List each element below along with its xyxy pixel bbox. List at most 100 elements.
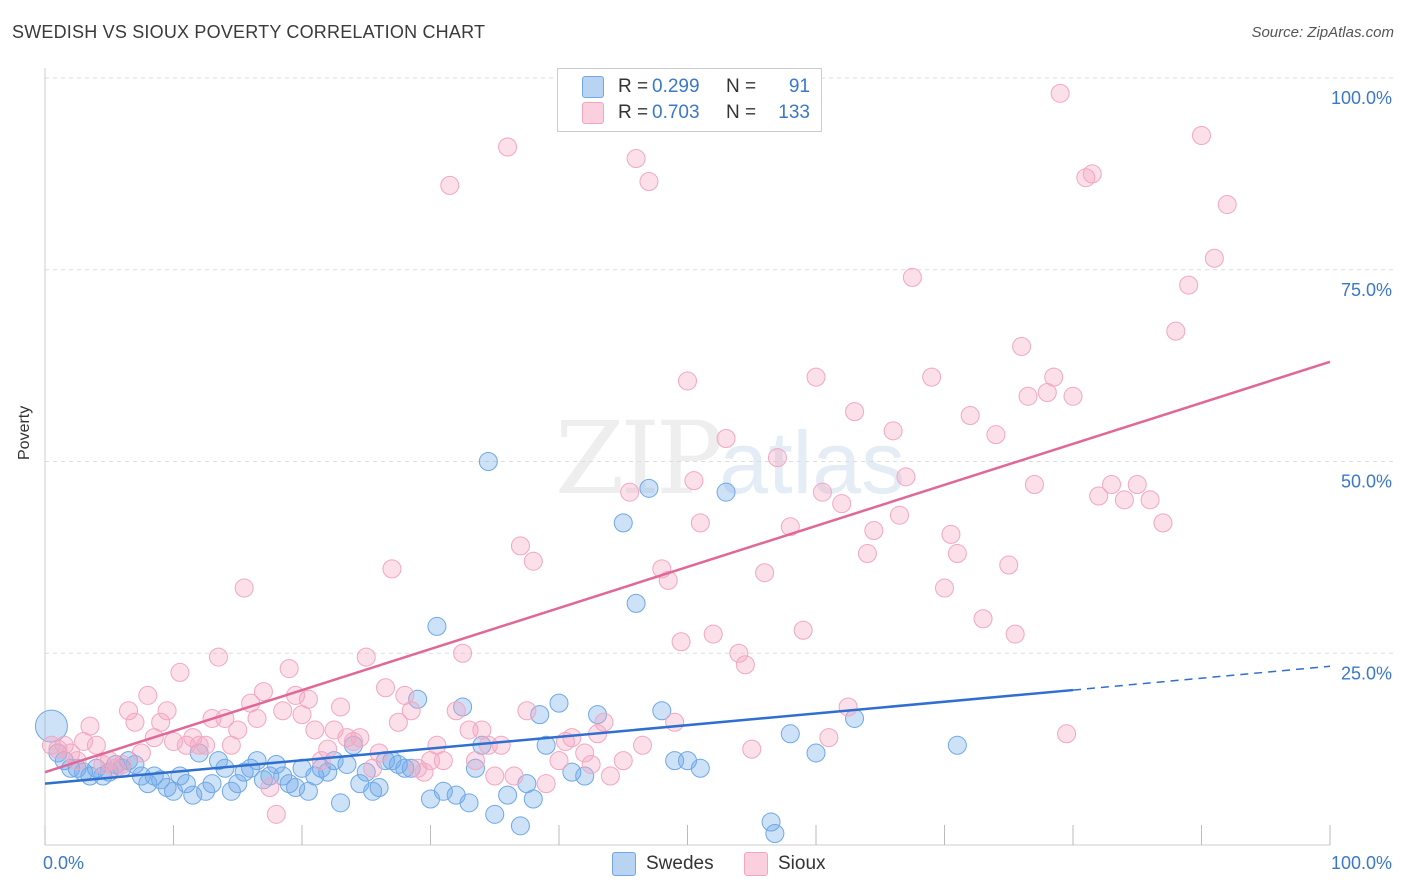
sioux-point xyxy=(1057,724,1077,744)
swedes-point xyxy=(427,616,447,636)
swedes-swatch xyxy=(612,852,636,876)
sioux-point xyxy=(260,777,280,797)
sioux-point xyxy=(517,701,537,721)
sioux-point xyxy=(1166,321,1186,341)
sioux-point xyxy=(562,728,582,748)
source-label: Source: ZipAtlas.com xyxy=(1251,24,1394,41)
sioux-point xyxy=(864,521,884,541)
swedes-point xyxy=(549,693,569,713)
sioux-point xyxy=(54,735,74,755)
sioux-point xyxy=(1217,195,1237,215)
sioux-point xyxy=(491,735,511,755)
swedes-point xyxy=(228,774,248,794)
swedes-point xyxy=(652,701,672,721)
sioux-point xyxy=(61,743,81,763)
sioux-point xyxy=(665,712,685,732)
sioux-legend-label: Sioux xyxy=(778,853,826,874)
sioux-point xyxy=(1179,275,1199,295)
y-tick-label: 25.0% xyxy=(1341,663,1392,683)
swedes-point xyxy=(690,758,710,778)
sioux-point xyxy=(890,505,910,525)
swedes-point xyxy=(530,705,550,725)
sioux-point xyxy=(523,551,543,571)
sioux-point xyxy=(433,751,453,771)
sioux-point xyxy=(1102,475,1122,495)
sioux-point xyxy=(1018,386,1038,406)
swedes-point xyxy=(626,593,646,613)
sioux-point xyxy=(857,544,877,564)
sioux-point xyxy=(690,513,710,533)
swedes-point xyxy=(408,689,428,709)
sioux-point xyxy=(331,697,351,717)
sioux-point xyxy=(273,701,293,721)
x-tick-label: 100.0% xyxy=(1331,853,1392,873)
sioux-point xyxy=(549,751,569,771)
tick-labels: 100.0% 75.0% 50.0% 25.0% 0.0% 100.0% xyxy=(43,88,1392,873)
bottom-legend-swedes: Swedes xyxy=(612,852,714,876)
sioux-point xyxy=(138,685,158,705)
sioux-point xyxy=(298,689,318,709)
sioux-point xyxy=(504,766,524,786)
sioux-point xyxy=(896,467,916,487)
sioux-point xyxy=(947,544,967,564)
sioux-point xyxy=(1024,475,1044,495)
sioux-point xyxy=(112,754,132,774)
sioux-point xyxy=(356,647,376,667)
sioux-point xyxy=(125,712,145,732)
x-tick-label: 0.0% xyxy=(43,853,84,873)
sioux-point xyxy=(228,720,248,740)
sioux-point xyxy=(1012,336,1032,356)
sioux-point xyxy=(376,678,396,698)
sioux-swatch xyxy=(582,102,604,124)
chart-title: SWEDISH VS SIOUX POVERTY CORRELATION CHA… xyxy=(12,22,486,42)
y-tick-label: 75.0% xyxy=(1341,280,1392,300)
watermark-zip: ZIP xyxy=(555,400,723,517)
sioux-point xyxy=(845,402,865,422)
n-label: N = xyxy=(726,102,757,123)
sioux-point xyxy=(575,743,595,763)
sioux-point xyxy=(671,632,691,652)
sioux-point xyxy=(684,471,704,491)
sioux-point xyxy=(80,716,100,736)
sioux-point xyxy=(1204,248,1224,268)
swedes-point xyxy=(318,762,338,782)
sioux-point xyxy=(658,570,678,590)
watermark: ZIPatlas xyxy=(555,400,905,517)
sioux-point xyxy=(812,482,832,502)
sioux-point xyxy=(633,735,653,755)
sioux-point xyxy=(703,624,723,644)
sioux-point xyxy=(266,804,286,824)
swedes-point xyxy=(485,804,505,824)
sioux-point xyxy=(189,735,209,755)
sioux-point xyxy=(793,620,813,640)
swedes-point xyxy=(575,766,595,786)
swedes-point xyxy=(765,823,785,843)
swedes-trend-extension xyxy=(1072,665,1331,691)
sioux-point xyxy=(1127,475,1147,495)
swedes-point xyxy=(523,789,543,809)
swedes-point xyxy=(196,781,216,801)
sioux-point xyxy=(780,517,800,537)
sioux-swatch xyxy=(744,852,768,876)
sioux-point xyxy=(755,563,775,583)
sioux-point xyxy=(838,697,858,717)
sioux-point xyxy=(1153,513,1173,533)
sioux-point xyxy=(1114,490,1134,510)
swedes-point xyxy=(498,785,518,805)
sioux-point xyxy=(902,267,922,287)
swedes-swatch xyxy=(582,76,604,98)
sioux-point xyxy=(401,701,421,721)
swedes-point xyxy=(947,735,967,755)
sioux-points xyxy=(41,83,1237,824)
sioux-point xyxy=(600,766,620,786)
trend-lines xyxy=(44,360,1331,785)
sioux-point xyxy=(446,701,466,721)
sioux-point xyxy=(318,739,338,759)
sioux-point xyxy=(1089,486,1109,506)
stats-legend: R = 0.299 N = 91 R = 0.703 N = 133 xyxy=(557,68,822,132)
sioux-point xyxy=(581,754,601,774)
sioux-point xyxy=(678,371,697,391)
swedes-point xyxy=(478,452,498,471)
sioux-point xyxy=(639,172,659,192)
